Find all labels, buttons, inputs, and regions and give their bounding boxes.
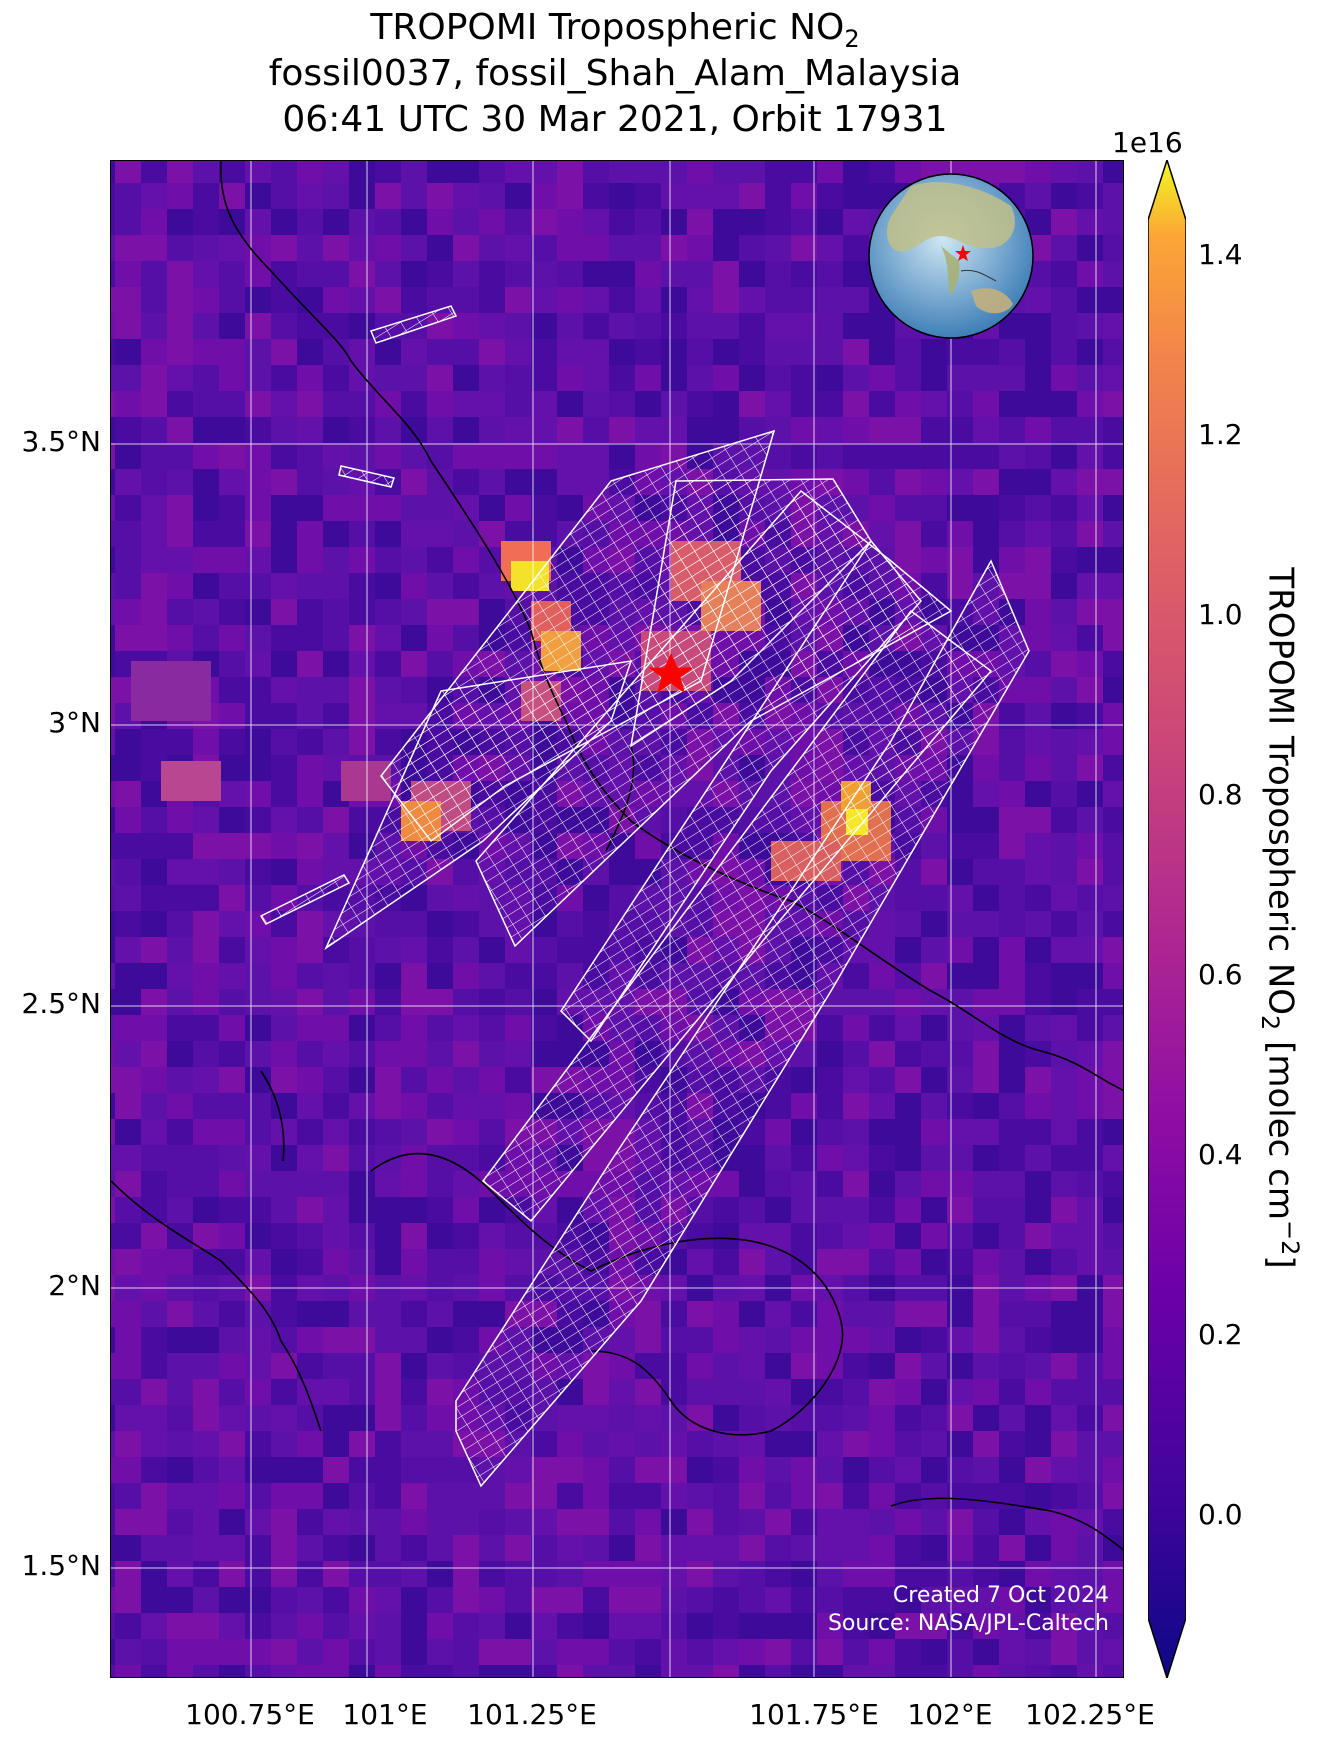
colorbar-tick: 1.2 bbox=[1198, 418, 1243, 451]
y-tick-label: 2.5°N bbox=[21, 987, 101, 1020]
colorbar-label: TROPOMI Tropospheric NO2 [molec cm−2] bbox=[1255, 567, 1305, 1269]
x-tick-label: 101.75°E bbox=[749, 1698, 879, 1731]
chart-title-line3: 06:41 UTC 30 Mar 2021, Orbit 17931 bbox=[282, 99, 948, 140]
x-tick-label: 102.25°E bbox=[1025, 1698, 1155, 1731]
colorbar-tick: 0.2 bbox=[1198, 1318, 1243, 1351]
inset-globe bbox=[868, 173, 1034, 339]
no2-map bbox=[110, 160, 1124, 1678]
footprint-grids bbox=[259, 305, 1030, 1488]
colorbar-tick: 1.0 bbox=[1198, 598, 1243, 631]
credit-source: Source: NASA/JPL-Caltech bbox=[827, 1611, 1109, 1636]
colorbar-tick: 0.0 bbox=[1198, 1498, 1243, 1531]
y-tick-label: 3.5°N bbox=[21, 425, 101, 458]
colorbar bbox=[1148, 160, 1186, 1678]
map-canvas bbox=[111, 161, 1123, 1677]
colorbar-exponent: 1e16 bbox=[1112, 126, 1183, 159]
x-tick-label: 101°E bbox=[342, 1698, 428, 1731]
chart-title-line2: fossil0037, fossil_Shah_Alam_Malaysia bbox=[268, 53, 962, 94]
x-tick-label: 101.25°E bbox=[467, 1698, 597, 1731]
target-star bbox=[648, 652, 694, 694]
credit-created: Created 7 Oct 2024 bbox=[892, 1583, 1109, 1608]
colorbar-tick: 0.4 bbox=[1198, 1138, 1243, 1171]
colorbar-tick: 0.6 bbox=[1198, 958, 1243, 991]
y-tick-label: 2°N bbox=[48, 1269, 101, 1302]
chart-title-line1: TROPOMI Tropospheric NO2 bbox=[370, 7, 860, 54]
x-tick-label: 100.75°E bbox=[185, 1698, 315, 1731]
colorbar-tick: 1.4 bbox=[1198, 238, 1243, 271]
x-tick-label: 102°E bbox=[907, 1698, 993, 1731]
y-tick-label: 1.5°N bbox=[21, 1549, 101, 1582]
credit-text: Created 7 Oct 2024 Source: NASA/JPL-Calt… bbox=[828, 1582, 1109, 1638]
y-tick-label: 3°N bbox=[48, 706, 101, 739]
colorbar-tick: 0.8 bbox=[1198, 778, 1243, 811]
